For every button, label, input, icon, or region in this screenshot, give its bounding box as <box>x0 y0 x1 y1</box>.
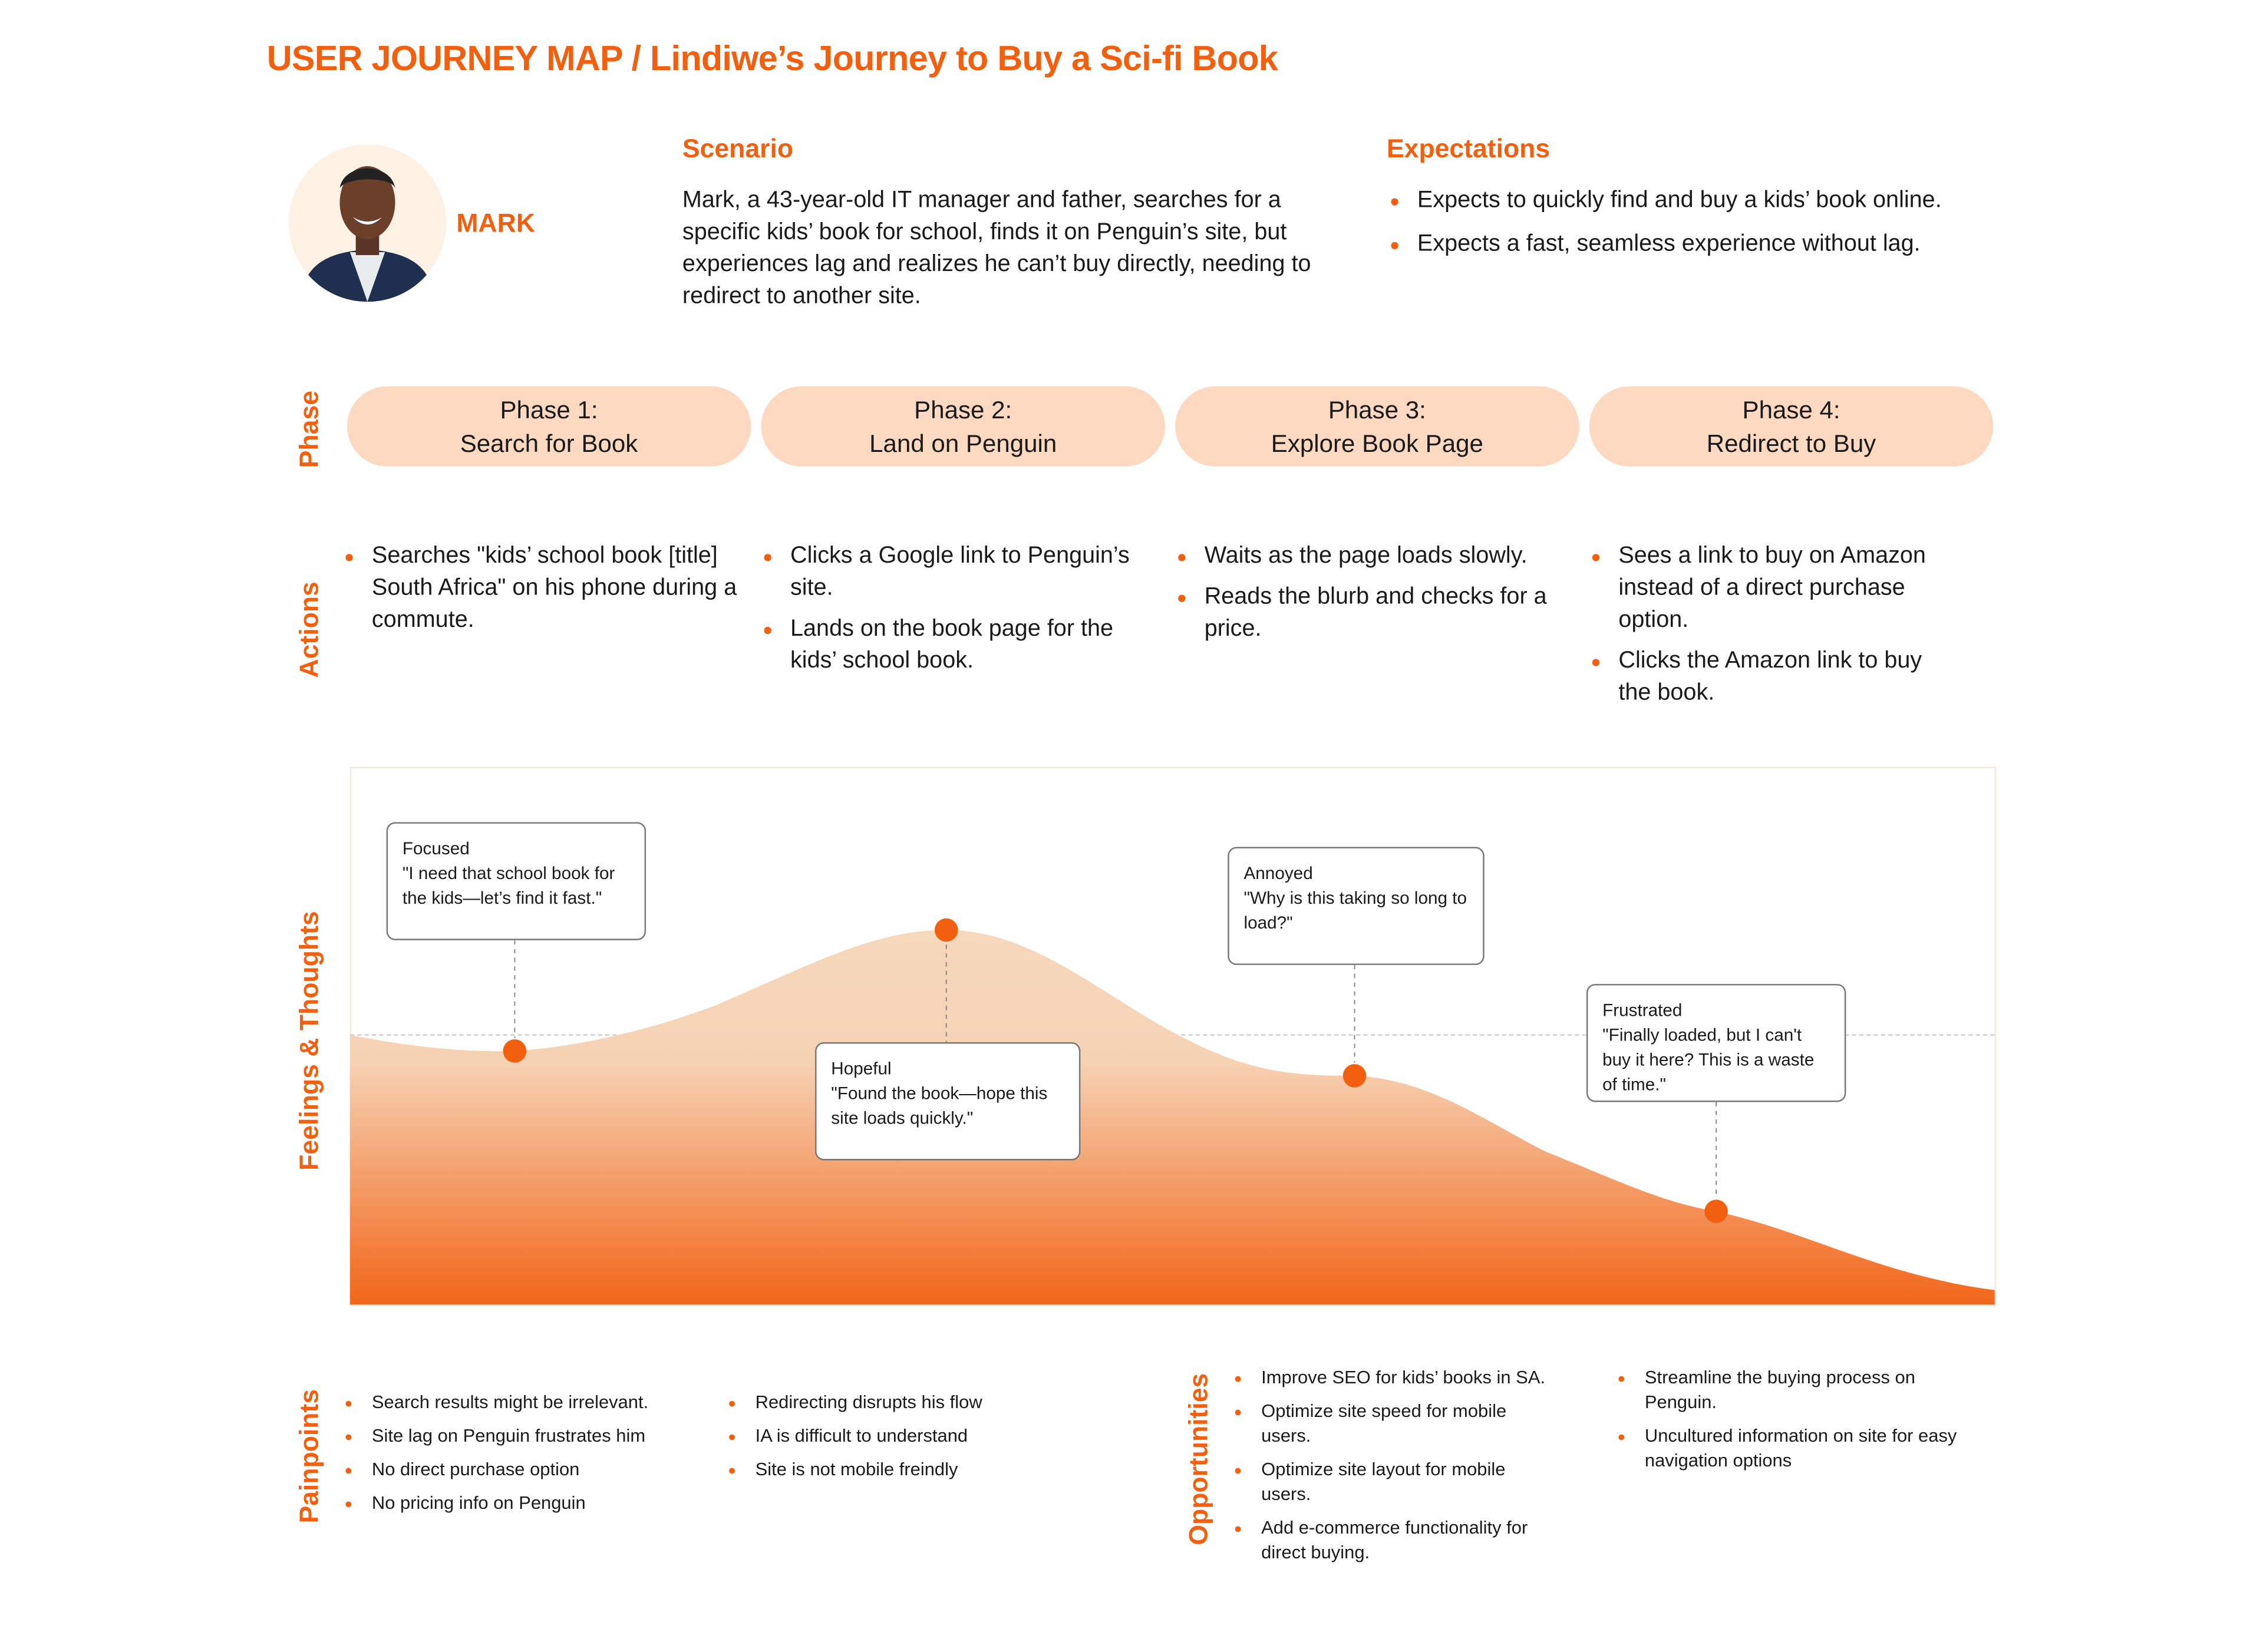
painpoint-item: IA is difficult to understand <box>725 1424 1090 1449</box>
phase-name: Land on Penguin <box>869 429 1057 458</box>
phase-2: Phase 2: Land on Penguin <box>761 386 1165 467</box>
emotion-quote: "Why is this taking so long to load?" <box>1243 887 1467 933</box>
opportunities-col-1: Improve SEO for kids’ books in SA. Optim… <box>1231 1366 1559 1574</box>
phase-name: Search for Book <box>460 429 638 458</box>
action-item: Clicks the Amazon link to buy the book. <box>1588 646 1952 710</box>
action-item: Sees a link to buy on Amazon instead of … <box>1588 541 1952 637</box>
actions-phase-2: Clicks a Google link to Penguin’s site. … <box>760 541 1153 686</box>
actions-phase-1: Searches "kids’ school book [title] Sout… <box>341 541 757 646</box>
painpoints-col-2: Redirecting disrupts his flow IA is diff… <box>725 1390 1090 1491</box>
phase-label: Phase 4: <box>1742 396 1840 424</box>
emotion-label: Frustrated <box>1602 1000 1683 1020</box>
expectation-item: Expects to quickly find and buy a kids’ … <box>1387 185 1999 217</box>
action-item: Clicks a Google link to Penguin’s site. <box>760 541 1153 605</box>
painpoint-item: No pricing info on Penguin <box>341 1491 706 1516</box>
emotion-label: Annoyed <box>1243 863 1313 884</box>
painpoint-item: No direct purchase option <box>341 1458 706 1482</box>
emotion-label: Hopeful <box>831 1058 892 1079</box>
painpoint-item: Site is not mobile freindly <box>725 1458 1090 1482</box>
scenario-heading: Scenario <box>682 134 794 164</box>
actions-phase-3: Waits as the page loads slowly. Reads th… <box>1174 541 1568 655</box>
expectations-heading: Expectations <box>1386 134 1551 164</box>
feeling-bubble-frustrated: Frustrated "Finally loaded, but I can't … <box>1586 984 1846 1102</box>
feeling-bubble-focused: Focused "I need that school book for the… <box>386 822 646 940</box>
painpoint-item: Redirecting disrupts his flow <box>725 1390 1090 1415</box>
actions-phase-4: Sees a link to buy on Amazon instead of … <box>1588 541 1952 719</box>
emotion-quote: "Finally loaded, but I can't buy it here… <box>1602 1025 1815 1095</box>
page-title: USER JOURNEY MAP / Lindiwe’s Journey to … <box>266 39 1278 79</box>
painpoint-item: Site lag on Penguin frustrates him <box>341 1424 706 1449</box>
phase-3: Phase 3: Explore Book Page <box>1175 386 1579 467</box>
action-item: Searches "kids’ school book [title] Sout… <box>341 541 757 637</box>
phase-label: Phase 3: <box>1328 396 1426 424</box>
emotion-point-focused <box>503 1039 527 1063</box>
action-item: Reads the blurb and checks for a price. <box>1174 581 1568 646</box>
feeling-bubble-hopeful: Hopeful "Found the book—hope this site l… <box>815 1042 1081 1161</box>
emotion-point-annoyed <box>1342 1064 1367 1088</box>
opportunities-col-2: Streamline the buying process on Penguin… <box>1614 1366 1979 1482</box>
emotion-area <box>349 930 1995 1305</box>
emotion-point-frustrated <box>1704 1200 1728 1223</box>
opportunity-item: Uncultured information on site for easy … <box>1614 1424 1979 1473</box>
action-item: Waits as the page loads slowly. <box>1174 541 1568 573</box>
scenario-text: Mark, a 43-year-old IT manager and fathe… <box>682 188 1311 309</box>
opportunity-item: Optimize site speed for mobile users. <box>1231 1399 1559 1449</box>
expectations-list: Expects to quickly find and buy a kids’ … <box>1387 185 1999 261</box>
emotion-quote: "I need that school book for the kids—le… <box>402 863 615 908</box>
phase-4: Phase 4: Redirect to Buy <box>1589 386 1994 467</box>
emotion-point-hopeful <box>934 918 958 942</box>
opportunity-item: Add e-commerce functionality for direct … <box>1231 1516 1559 1565</box>
action-item: Lands on the book page for the kids’ sch… <box>760 614 1153 678</box>
person-photo-icon <box>300 166 435 302</box>
phase-name: Redirect to Buy <box>1706 429 1876 458</box>
avatar <box>288 144 447 302</box>
expectation-item: Expects a fast, seamless experience with… <box>1387 229 1999 260</box>
painpoints-col-1: Search results might be irrelevant. Site… <box>341 1390 706 1525</box>
emotion-label: Focused <box>402 838 470 859</box>
persona-name: MARK <box>456 208 536 238</box>
painpoint-item: Search results might be irrelevant. <box>341 1390 706 1415</box>
phase-name: Explore Book Page <box>1271 429 1483 458</box>
opportunity-item: Improve SEO for kids’ books in SA. <box>1231 1366 1559 1390</box>
feeling-bubble-annoyed: Annoyed "Why is this taking so long to l… <box>1228 847 1485 965</box>
opportunity-item: Optimize site layout for mobile users. <box>1231 1458 1559 1507</box>
emotion-quote: "Found the book—hope this site loads qui… <box>831 1083 1048 1129</box>
opportunity-item: Streamline the buying process on Penguin… <box>1614 1366 1922 1415</box>
phase-label: Phase 2: <box>914 396 1012 424</box>
phase-1: Phase 1: Search for Book <box>347 386 751 467</box>
phase-label: Phase 1: <box>500 396 598 424</box>
